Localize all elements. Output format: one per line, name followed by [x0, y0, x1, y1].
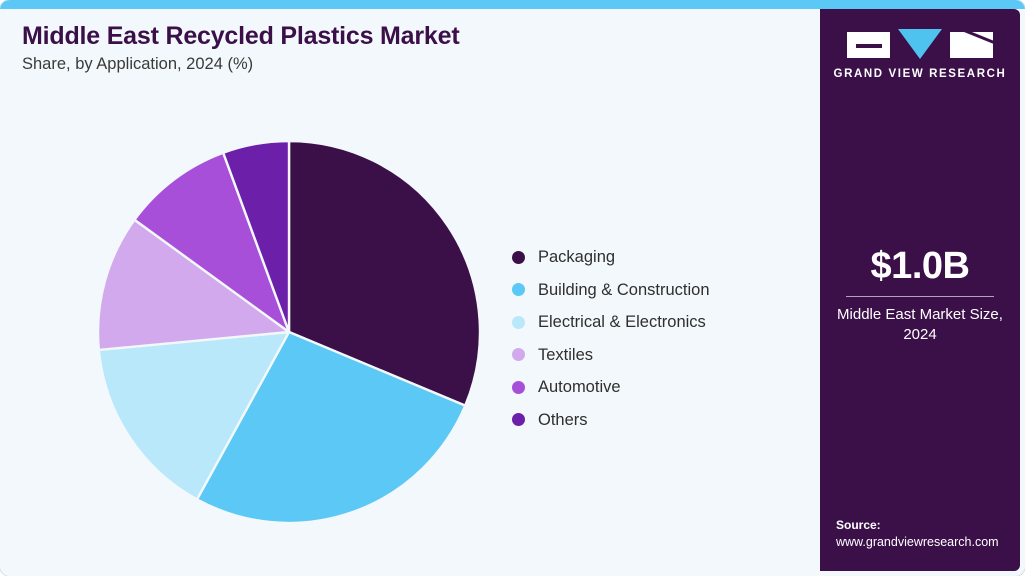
- header: Middle East Recycled Plastics Market Sha…: [22, 22, 782, 75]
- pie-slice[interactable]: [97, 330, 291, 501]
- market-size-caption: Middle East Market Size, 2024: [837, 305, 1003, 344]
- source-url[interactable]: www.grandviewresearch.com: [836, 534, 999, 549]
- brand-sidebar: GRAND VIEW RESEARCH $1.0B Middle East Ma…: [820, 9, 1020, 571]
- pie-chart-svg: [96, 139, 482, 525]
- market-size-stat: $1.0B Middle East Market Size, 2024: [820, 245, 1020, 345]
- logo-marks: [820, 29, 1020, 59]
- source-footer: Source: www.grandviewresearch.com: [836, 517, 1018, 551]
- legend-item[interactable]: Building & Construction: [512, 274, 802, 307]
- top-accent-bar: [0, 0, 1025, 9]
- pie-slice-group: [96, 139, 482, 525]
- legend-item[interactable]: Automotive: [512, 371, 802, 404]
- legend-swatch-icon: [512, 315, 525, 329]
- legend-item-label: Others: [538, 410, 588, 429]
- source-label: Source:: [836, 517, 881, 532]
- legend-swatch-icon: [512, 380, 525, 394]
- page-title: Middle East Recycled Plastics Market: [22, 22, 460, 50]
- logo-letter-v-triangle-icon: [898, 29, 942, 59]
- legend-item[interactable]: Textiles: [512, 339, 802, 372]
- brand-logo: GRAND VIEW RESEARCH: [820, 29, 1020, 80]
- legend-item-label: Electrical & Electronics: [538, 313, 706, 331]
- legend-item-label: Automotive: [538, 378, 621, 396]
- logo-letter-r-icon: [950, 32, 993, 58]
- legend-swatch-icon: [512, 283, 525, 297]
- pie-slice[interactable]: [133, 151, 291, 334]
- legend: Packaging Building & Construction Electric…: [512, 241, 802, 436]
- logo-letter-g-icon: [847, 32, 890, 58]
- legend-item[interactable]: Others: [512, 404, 802, 437]
- page-subtitle: Share, by Application, 2024 (%): [22, 54, 254, 73]
- main-panel: Middle East Recycled Plastics Market Sha…: [0, 9, 820, 576]
- pie-slice[interactable]: [221, 139, 291, 334]
- market-size-value: $1.0B: [870, 245, 970, 287]
- pie-chart: [90, 131, 490, 531]
- legend-item-label: Textiles: [538, 345, 594, 364]
- legend-item[interactable]: Packaging: [512, 241, 802, 274]
- legend-item[interactable]: Electrical & Electronics: [512, 306, 802, 339]
- pie-slice[interactable]: [96, 218, 291, 352]
- legend-swatch-icon: [512, 250, 525, 264]
- legend-swatch-icon: [512, 413, 525, 427]
- legend-item-label: Building & Construction: [538, 280, 710, 299]
- logo-wordmark: GRAND VIEW RESEARCH: [833, 68, 1007, 80]
- pie-slice[interactable]: [287, 139, 482, 407]
- legend-swatch-icon: [512, 348, 525, 362]
- divider: [846, 295, 994, 297]
- legend-item-label: Packaging: [538, 248, 616, 266]
